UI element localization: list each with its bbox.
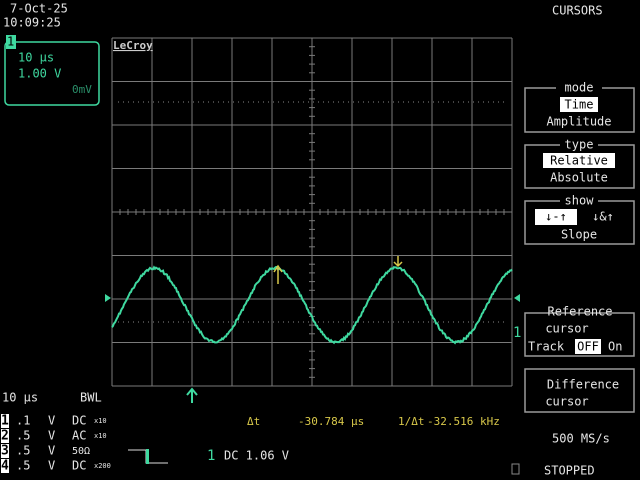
status-timebase: 10 µs bbox=[2, 391, 38, 405]
channel-coupling: DC bbox=[72, 459, 86, 473]
freq-label: 1/Δt bbox=[398, 415, 425, 428]
menu-option[interactable]: ↓&↑ bbox=[592, 210, 614, 224]
channel-id: 3 bbox=[1, 444, 9, 459]
delta-t-label: Δt bbox=[247, 415, 260, 428]
menu-option[interactable]: Slope bbox=[561, 228, 597, 242]
channel-coupling: 50Ω bbox=[72, 446, 90, 457]
trigger-source: 1 bbox=[207, 448, 215, 464]
channel-unit: V bbox=[48, 459, 55, 473]
freq: -32.516 kHz bbox=[427, 415, 500, 428]
channel-volts: 1.00 V bbox=[18, 67, 61, 81]
channel-scale: .1 bbox=[16, 414, 30, 428]
channel-probe: x10 bbox=[94, 432, 107, 440]
channel-probe: x10 bbox=[94, 417, 107, 425]
menu-label: show bbox=[565, 194, 595, 208]
status-bwl: BWL bbox=[80, 391, 102, 405]
menu-label: mode bbox=[565, 81, 594, 95]
channel-scale: .5 bbox=[16, 444, 30, 458]
menu-title: cursor bbox=[545, 322, 588, 336]
menu-option[interactable]: Time bbox=[565, 98, 594, 112]
channel-id: 1 bbox=[1, 414, 9, 429]
sample-rate: 500 MS/s bbox=[552, 432, 610, 446]
menu-title: Reference bbox=[547, 305, 612, 319]
menu-title: Difference bbox=[547, 378, 619, 392]
acq-state: STOPPED bbox=[544, 464, 595, 478]
channel-coupling: DC bbox=[72, 414, 86, 428]
menu-option[interactable]: ↓-↑ bbox=[545, 210, 567, 224]
time: 10:09:25 bbox=[3, 16, 61, 30]
menu-label: type bbox=[565, 138, 594, 152]
menu-option[interactable]: Track bbox=[528, 340, 565, 354]
brand: LeCroy bbox=[113, 39, 153, 52]
channel-probe: x200 bbox=[94, 462, 111, 470]
channel-timebase: 10 µs bbox=[18, 51, 54, 65]
channel-unit: V bbox=[48, 444, 55, 458]
channel-scale: .5 bbox=[16, 429, 30, 443]
trace-label: 1 bbox=[513, 325, 521, 341]
date: 7-Oct-25 bbox=[10, 2, 68, 16]
delta-t: -30.784 µs bbox=[298, 415, 364, 428]
channel-unit: V bbox=[48, 429, 55, 443]
menu-option[interactable]: On bbox=[608, 340, 622, 354]
mode-title: CURSORS bbox=[552, 4, 603, 18]
channel-coupling: AC bbox=[72, 429, 86, 443]
channel-id: 1 bbox=[7, 35, 14, 49]
channel-offset: 0mV bbox=[72, 83, 92, 96]
menu-option[interactable]: OFF bbox=[577, 340, 599, 354]
menu-option[interactable]: Amplitude bbox=[546, 115, 611, 129]
trigger-info: DC 1.06 V bbox=[224, 449, 289, 463]
channel-unit: V bbox=[48, 414, 55, 428]
menu-option[interactable]: Relative bbox=[550, 154, 608, 168]
menu-title: cursor bbox=[545, 395, 588, 409]
channel-id: 2 bbox=[1, 429, 9, 444]
channel-scale: .5 bbox=[16, 459, 30, 473]
channel-id: 4 bbox=[1, 459, 9, 474]
menu-option[interactable]: Absolute bbox=[550, 171, 608, 185]
